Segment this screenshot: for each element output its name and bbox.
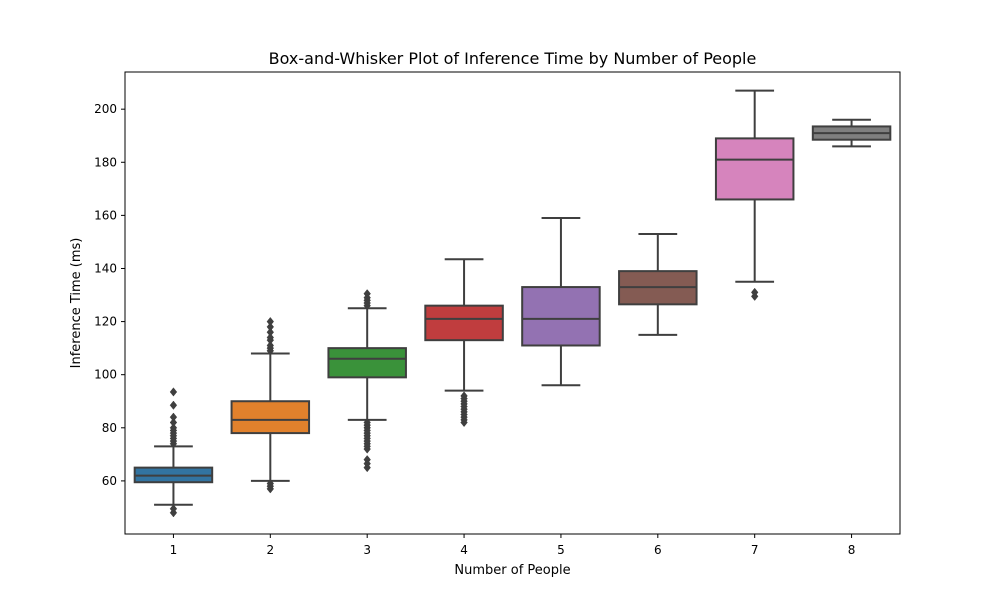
outlier-point xyxy=(363,417,371,428)
plot-frame xyxy=(124,71,901,535)
outlier-point xyxy=(169,412,178,422)
y-tick-label: 100 xyxy=(94,368,117,382)
x-axis: 1 2 3 4 5 6 7 8 xyxy=(170,534,856,557)
y-tick-label: 140 xyxy=(94,261,117,275)
box-group-2 xyxy=(230,316,311,494)
x-tick-label: 2 xyxy=(266,543,274,557)
outlier-point xyxy=(460,391,468,401)
x-tick-label: 1 xyxy=(170,543,178,557)
chart-title: Box-and-Whisker Plot of Inference Time b… xyxy=(269,49,757,68)
outlier-point xyxy=(266,322,274,332)
box-group-7 xyxy=(714,89,795,301)
x-tick-label: 3 xyxy=(363,543,371,557)
x-tick-label: 5 xyxy=(557,543,565,557)
outlier-point xyxy=(266,340,274,351)
x-tick-label: 8 xyxy=(848,543,856,557)
box-group-6 xyxy=(618,232,698,336)
y-tick-label: 120 xyxy=(94,315,117,329)
x-tick-label: 4 xyxy=(460,543,468,557)
outlier-point xyxy=(363,455,371,465)
outlier-point xyxy=(169,387,178,397)
box-iqr xyxy=(521,286,601,347)
y-tick-label: 60 xyxy=(102,474,117,488)
y-tick-label: 200 xyxy=(94,102,117,116)
outlier-point xyxy=(266,316,274,327)
y-tick-label: 160 xyxy=(94,208,117,222)
y-tick-label: 80 xyxy=(102,421,117,435)
box-group-5 xyxy=(521,217,601,387)
box-group-3 xyxy=(327,289,407,473)
outlier-point xyxy=(751,287,759,297)
box-iqr xyxy=(230,400,311,435)
box-iqr xyxy=(424,304,504,342)
x-tick-label: 7 xyxy=(751,543,759,557)
box-group-4 xyxy=(424,258,504,428)
y-axis-label: Inference Time (ms) xyxy=(69,238,84,369)
outlier-point xyxy=(169,400,178,410)
outlier-point xyxy=(169,504,178,514)
outlier-point xyxy=(266,327,274,337)
y-axis: 60 80 100 120 140 160 180 200 xyxy=(94,102,125,488)
box-group-1 xyxy=(133,387,214,518)
outlier-point xyxy=(266,478,274,489)
box-iqr xyxy=(327,347,407,379)
outlier-point xyxy=(169,417,178,428)
outlier-point xyxy=(266,332,274,343)
box-iqr xyxy=(714,137,795,201)
x-axis-label: Number of People xyxy=(454,563,570,578)
x-tick-label: 6 xyxy=(654,543,662,557)
outlier-point xyxy=(363,289,371,299)
outlier-point xyxy=(169,423,178,433)
plot-area xyxy=(133,89,892,518)
y-tick-label: 180 xyxy=(94,155,117,169)
box-group-8 xyxy=(811,118,892,148)
